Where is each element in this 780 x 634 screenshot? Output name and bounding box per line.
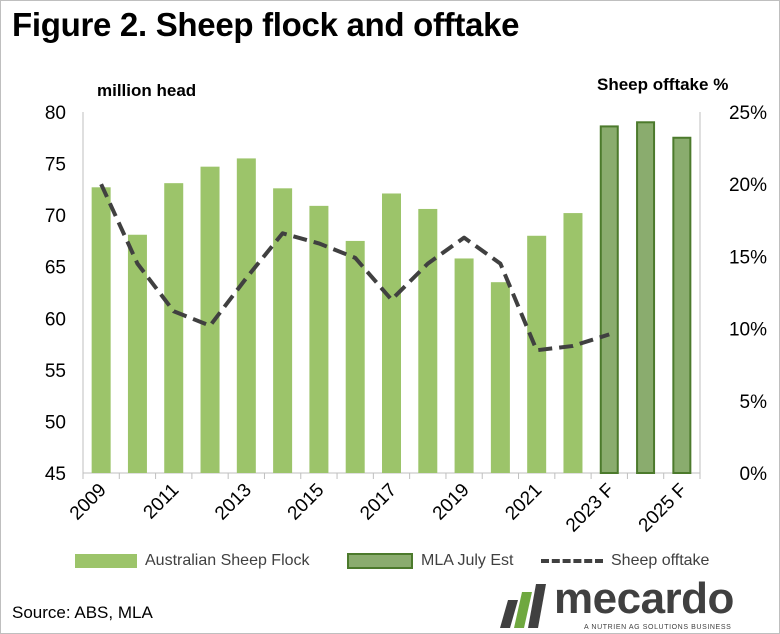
legend-swatch-flock [75,554,137,568]
bar-flock [490,282,510,473]
bar-flock [91,187,111,473]
bar-flock [127,234,147,473]
bar-flock [345,240,365,473]
x-tick-label: 2023 F [562,480,619,537]
y-left-tick-label: 80 [45,103,66,124]
y-right-tick-label: 0% [740,464,768,485]
bar-flock [309,205,329,474]
logo-tagline: A NUTRIEN AG SOLUTIONS BUSINESS [584,624,732,631]
x-tick-label: 2019 [429,480,474,525]
logo-mark-icon [500,584,546,628]
y-left-tick-label: 75 [45,155,66,176]
x-tick-label: 2021 [501,480,546,525]
legend-label-estimate: MLA July Est [421,552,514,569]
bar-flock [418,208,438,473]
x-tick-label: 2015 [284,480,329,525]
y-left-tick-label: 50 [45,412,66,433]
y-left-tick-label: 65 [45,258,66,279]
mecardo-logo: mecardo A NUTRIEN AG SOLUTIONS BUSINESS [498,574,766,632]
x-tick-label: 2017 [356,480,401,525]
legend-item-offtake: Sheep offtake [541,552,709,570]
legend-swatch-offtake [541,559,603,563]
y-right-tick-label: 20% [729,175,767,196]
right-axis-unit: Sheep offtake % [597,75,729,94]
x-tick-label: 2013 [211,480,256,525]
source-note: Source: ABS, MLA [12,603,153,622]
left-axis-unit: million head [97,81,197,100]
bar-flock [200,166,220,473]
y-right-tick-label: 10% [729,320,767,341]
legend-label-offtake: Sheep offtake [611,552,710,569]
legend-label-flock: Australian Sheep Flock [145,552,310,569]
y-right-tick-label: 15% [729,247,767,268]
bar-flock [382,193,401,474]
y-left-tick-label: 60 [45,309,66,330]
page-title: Figure 2. Sheep flock and offtake [12,6,520,43]
bar-flock [454,258,474,473]
y-left-tick-label: 70 [45,206,66,227]
x-tick-label: 2025 F [635,480,692,537]
bar-flock [527,235,547,473]
x-tick-label: 2009 [66,480,111,525]
bar-flock [563,213,583,473]
bar-estimate [636,121,656,474]
y-right-tick-label: 25% [729,103,767,124]
bar-estimate [672,136,692,475]
legend-item-estimate: MLA July Est [347,552,513,570]
bar-flock [236,158,256,473]
offtake-line [99,183,610,353]
legend-item-flock: Australian Sheep Flock [75,552,310,570]
y-left-tick-label: 45 [45,464,66,485]
logo-wordmark: mecardo [554,574,734,623]
bar-flock [164,183,184,473]
x-tick-label: 2011 [140,480,184,524]
y-right-tick-label: 5% [740,392,768,413]
y-left-tick-label: 55 [45,361,66,382]
legend-swatch-estimate [347,553,413,569]
bar-flock [273,188,293,473]
bar-estimate [599,125,619,474]
